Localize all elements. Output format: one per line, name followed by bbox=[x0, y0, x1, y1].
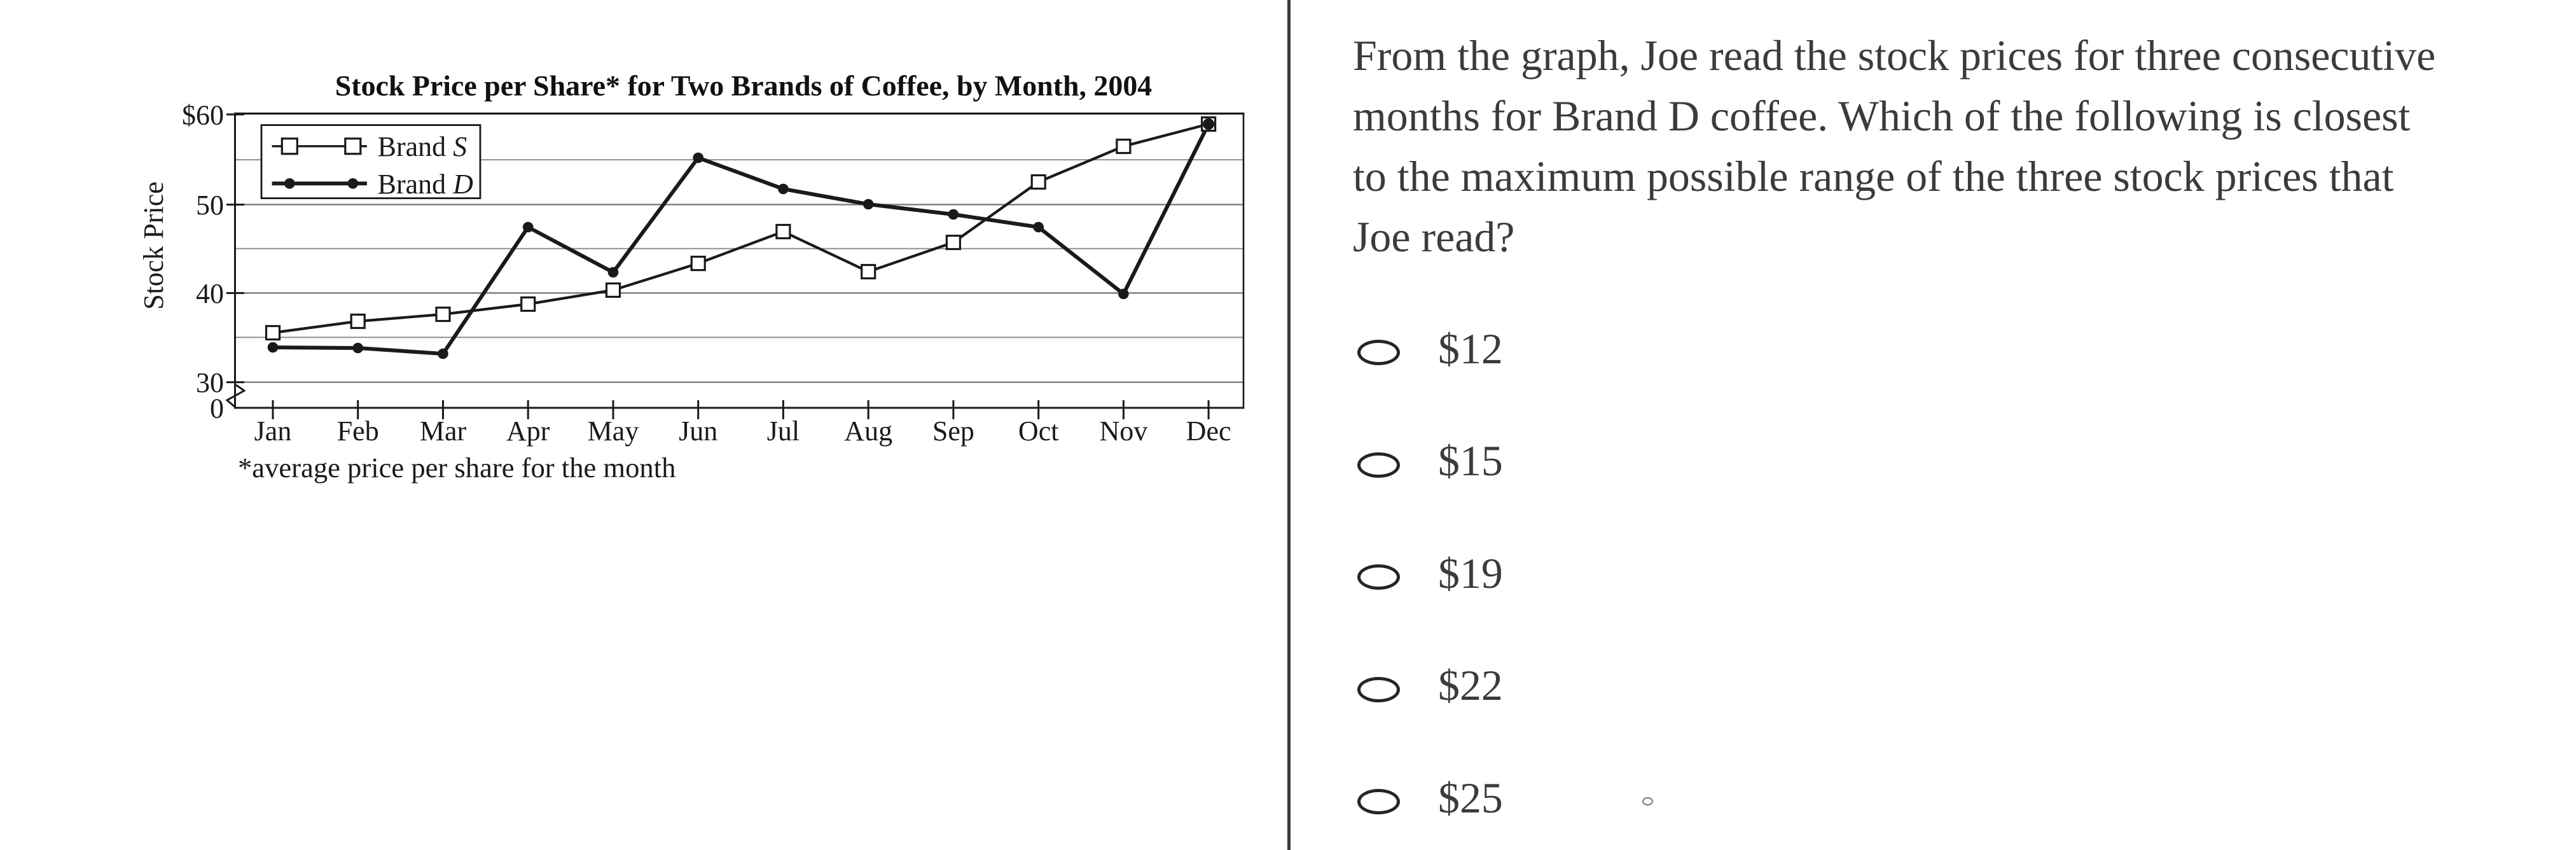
svg-text:Apr: Apr bbox=[506, 415, 550, 447]
svg-text:Feb: Feb bbox=[337, 415, 379, 447]
svg-text:Mar: Mar bbox=[420, 415, 467, 447]
svg-text:0: 0 bbox=[210, 393, 224, 424]
svg-text:Sep: Sep bbox=[932, 415, 974, 447]
svg-text:Stock Price per Share* for Two: Stock Price per Share* for Two Brands of… bbox=[335, 69, 1152, 102]
svg-text:*average price per share for t: *average price per share for the month bbox=[238, 452, 675, 484]
svg-text:$60: $60 bbox=[182, 99, 224, 130]
svg-text:Brand S: Brand S bbox=[378, 131, 467, 162]
svg-text:Stock Price: Stock Price bbox=[138, 181, 169, 310]
svg-text:30: 30 bbox=[196, 367, 224, 398]
svg-text:May: May bbox=[588, 415, 639, 447]
svg-text:Dec: Dec bbox=[1186, 415, 1231, 447]
svg-text:Jul: Jul bbox=[767, 415, 800, 447]
svg-text:Nov: Nov bbox=[1100, 415, 1148, 447]
svg-text:Brand D: Brand D bbox=[378, 169, 474, 200]
svg-text:50: 50 bbox=[196, 190, 224, 221]
svg-text:Jun: Jun bbox=[679, 415, 717, 447]
svg-text:Oct: Oct bbox=[1018, 415, 1059, 447]
svg-text:Aug: Aug bbox=[844, 415, 892, 447]
svg-text:Jan: Jan bbox=[254, 415, 292, 447]
svg-text:40: 40 bbox=[196, 278, 224, 309]
